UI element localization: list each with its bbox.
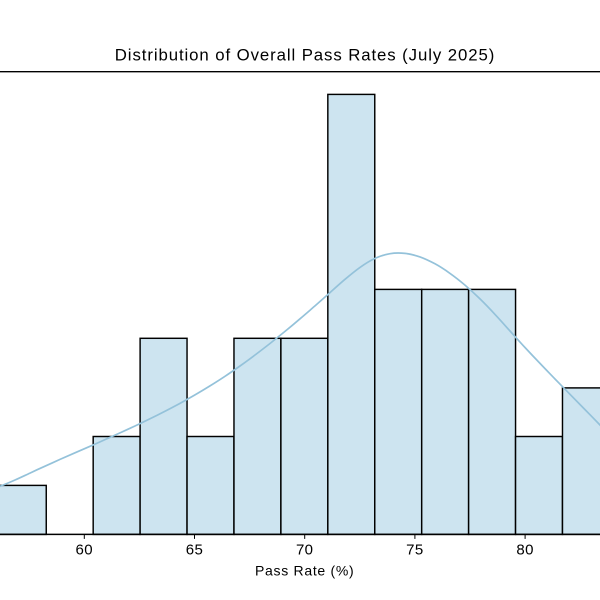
svg-text:80: 80 xyxy=(516,542,534,559)
svg-text:70: 70 xyxy=(296,542,314,559)
svg-text:75: 75 xyxy=(406,542,424,559)
svg-text:65: 65 xyxy=(186,542,204,559)
svg-text:Distribution of Overall Pass R: Distribution of Overall Pass Rates (July… xyxy=(115,45,495,64)
svg-text:60: 60 xyxy=(76,542,94,559)
svg-text:Pass Rate (%): Pass Rate (%) xyxy=(255,563,354,579)
